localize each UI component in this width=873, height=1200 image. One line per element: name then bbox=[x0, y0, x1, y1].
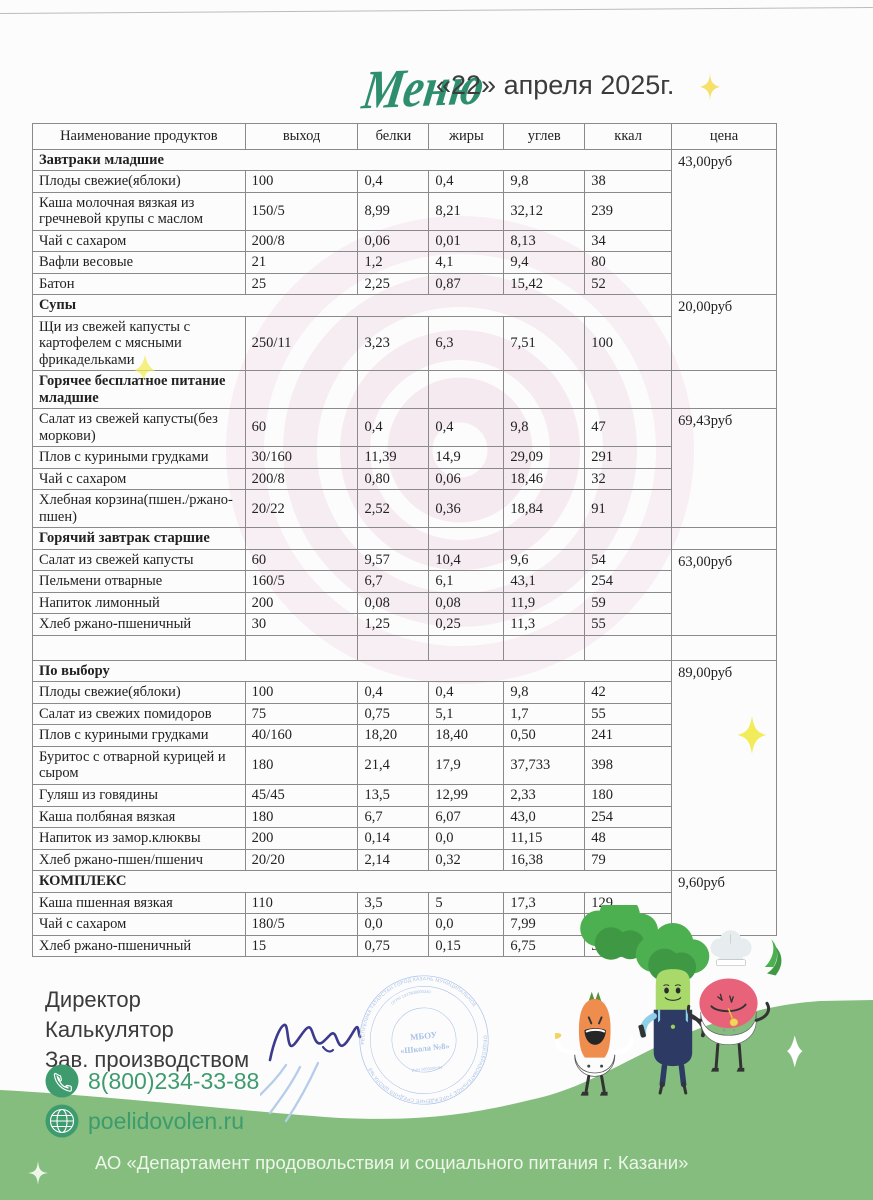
svg-text:МБОУ: МБОУ bbox=[410, 1029, 438, 1042]
svg-text:«Школа №8»: «Школа №8» bbox=[400, 1041, 450, 1055]
svg-text:ОГРН 1027808000340: ОГРН 1027808000340 bbox=[389, 988, 433, 1006]
